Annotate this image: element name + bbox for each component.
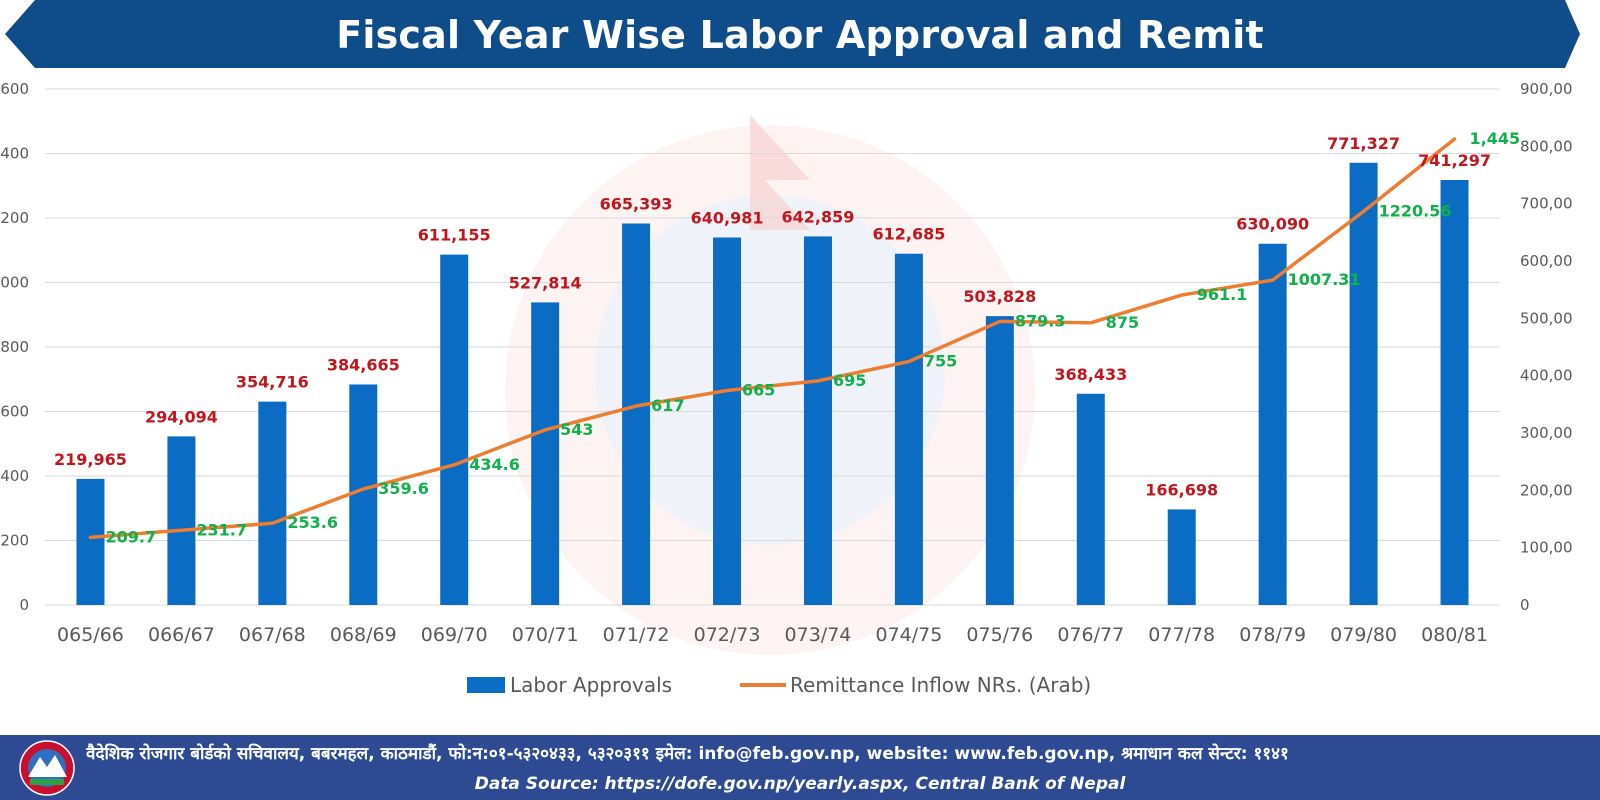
bar-data-label: 354,716	[236, 373, 309, 392]
left-axis-tick: 400	[0, 467, 29, 485]
left-axis-tick: 1000	[0, 274, 29, 292]
bar-labor-approvals	[622, 223, 651, 606]
chart-title: Fiscal Year Wise Labor Approval and Remi…	[336, 13, 1264, 57]
emblem-icon	[19, 740, 75, 796]
category-label: 071/72	[603, 624, 670, 646]
right-axis-tick: 100,00	[1520, 539, 1573, 557]
bar-data-label: 665,393	[600, 195, 673, 214]
line-data-label: 879.3	[1015, 311, 1066, 330]
bar-data-label: 294,094	[145, 407, 218, 426]
category-label: 078/79	[1239, 624, 1306, 646]
bar-labor-approvals	[440, 254, 469, 605]
category-label: 079/80	[1330, 624, 1397, 646]
line-data-label: 695	[833, 371, 866, 390]
bar-data-label: 611,155	[418, 226, 491, 245]
category-label: 075/76	[966, 624, 1033, 646]
category-label: 073/74	[785, 624, 852, 646]
category-label: 074/75	[875, 624, 942, 646]
bar-labor-approvals	[713, 237, 742, 606]
bar-data-label: 219,965	[54, 450, 127, 469]
bar-labor-approvals	[894, 253, 923, 605]
bar-data-label: 771,327	[1327, 134, 1400, 153]
bar-data-label: 166,698	[1145, 480, 1218, 499]
left-axis-tick: 200	[0, 532, 29, 550]
left-axis-tick: 1400	[0, 145, 29, 163]
title-banner-shape	[5, 0, 1580, 68]
bar-labor-approvals	[349, 384, 378, 605]
line-data-label: 617	[651, 396, 684, 415]
category-label: 066/67	[148, 624, 215, 646]
line-data-label: 665	[742, 381, 775, 400]
bar-data-label: 741,297	[1418, 151, 1491, 170]
bar-data-label: 527,814	[509, 273, 582, 292]
bar-labor-approvals	[1076, 393, 1105, 605]
category-label: 076/77	[1057, 624, 1124, 646]
bar-labor-approvals	[1167, 509, 1196, 605]
combo-chart: 0 200 400 600 800 1000 1200 1400 1600 0 100,00 200,…	[0, 80, 1573, 697]
category-label: 069/70	[421, 624, 488, 646]
bar-data-label: 630,090	[1236, 215, 1309, 234]
line-remittance-inflow	[88, 137, 1457, 540]
bar-labor-approvals	[985, 316, 1014, 605]
right-axis-tick: 0	[1520, 596, 1530, 614]
left-axis-tick: 1600	[0, 80, 29, 98]
line-data-label: 231.7	[196, 520, 247, 539]
category-label: 067/68	[239, 624, 306, 646]
bar-labor-approvals	[167, 436, 196, 605]
line-data-label: 961.1	[1197, 285, 1248, 304]
line-data-label: 875	[1106, 313, 1139, 332]
category-label: 080/81	[1421, 624, 1488, 646]
line-data-label: 1007.31	[1288, 270, 1361, 289]
line-data-label: 434.6	[469, 455, 520, 474]
category-label: 072/73	[694, 624, 761, 646]
category-label: 068/69	[330, 624, 397, 646]
right-axis-tick: 700,00	[1520, 195, 1573, 213]
bar-data-label: 368,433	[1054, 365, 1127, 384]
right-axis-tick: 300,00	[1520, 424, 1573, 442]
footer-contact-line: वैदेशिक रोजगार बोर्डको सचिवालय, बबरमहल, …	[86, 744, 1289, 764]
bar-labor-approvals	[76, 478, 105, 605]
title-banner	[5, 0, 1580, 68]
bar-labor-approvals	[258, 401, 287, 605]
footer-data-source: Data Source: https://dofe.gov.np/yearly.…	[474, 774, 1126, 794]
right-axis-tick: 200,00	[1520, 481, 1573, 499]
bar-data-label: 612,685	[872, 225, 945, 244]
legend-label-labor-approvals: Labor Approvals	[510, 673, 672, 697]
bar-labor-approvals	[1349, 162, 1378, 605]
line-data-label: 209.7	[105, 527, 156, 546]
right-axis-tick: 600,00	[1520, 252, 1573, 270]
legend-label-remittance: Remittance Inflow NRs. (Arab)	[790, 673, 1091, 697]
left-axis-tick: 800	[0, 338, 29, 356]
bar-data-label: 503,828	[963, 287, 1036, 306]
bar-labor-approvals	[531, 302, 560, 605]
line-data-label: 1,445	[1470, 129, 1521, 148]
category-label: 077/78	[1148, 624, 1215, 646]
watermark-flag	[750, 115, 810, 230]
footer-bar: वैदेशिक रोजगार बोर्डको सचिवालय, बबरमहल, …	[0, 735, 1600, 800]
line-data-label: 543	[560, 420, 593, 439]
category-label: 065/66	[57, 624, 124, 646]
line-data-label: 1220.56	[1379, 201, 1452, 220]
left-axis-tick: 0	[19, 596, 29, 614]
right-axis-tick: 400,00	[1520, 367, 1573, 385]
legend-swatch-labor-approvals	[467, 677, 505, 693]
bar-data-label: 384,665	[327, 355, 400, 374]
bar-data-label: 642,859	[782, 207, 855, 226]
right-axis-tick: 900,00	[1520, 80, 1573, 98]
left-axis-tick: 600	[0, 403, 29, 421]
left-axis-tick: 1200	[0, 209, 29, 227]
line-data-label: 253.6	[287, 513, 338, 532]
category-label: 070/71	[512, 624, 579, 646]
right-axis-tick: 800,00	[1520, 137, 1573, 155]
bar-labor-approvals	[1440, 179, 1469, 605]
bar-data-label: 640,981	[691, 209, 764, 228]
line-data-label: 755	[924, 352, 957, 371]
bar-labor-approvals	[803, 236, 832, 606]
line-data-label: 359.6	[378, 479, 429, 498]
bar-labor-approvals	[1258, 243, 1287, 605]
right-axis-tick: 500,00	[1520, 309, 1573, 327]
